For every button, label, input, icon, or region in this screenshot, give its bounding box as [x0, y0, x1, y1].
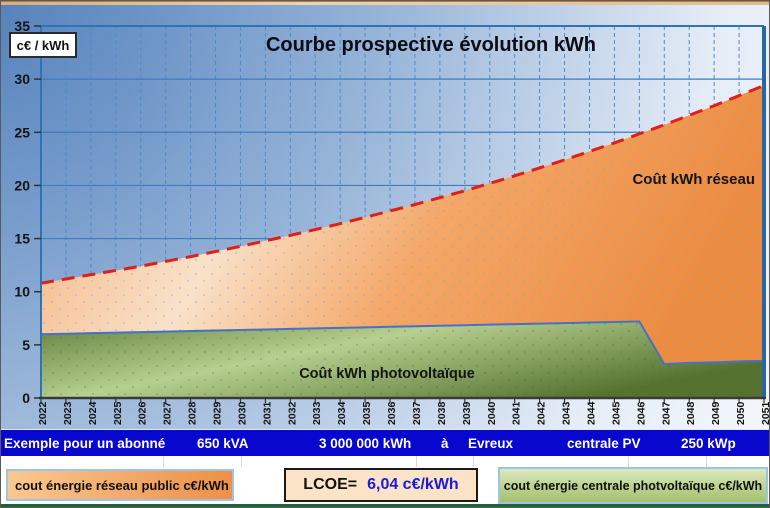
chart-title: Courbe prospective évolution kWh [265, 34, 597, 56]
bottom-divider [1, 504, 769, 507]
lcoe-box: LCOE= 6,04 c€/kWh [284, 468, 478, 502]
y-axis-unit-label: c€ / kWh [9, 32, 77, 58]
y-axis-label: 20 [14, 177, 30, 193]
x-axis-label: 2041 [511, 401, 523, 425]
x-axis-label: 2022 [37, 401, 49, 425]
y-axis-label: 35 [14, 18, 30, 34]
pv-series-label: Coût kWh photovoltaïque [299, 366, 475, 382]
banner-kva-value: 650 kVA [197, 436, 249, 451]
banner-pv-plant-label: centrale PV [567, 436, 641, 451]
y-axis-label: 15 [14, 231, 30, 247]
x-axis-label: 2035 [361, 401, 373, 425]
lcoe-label: LCOE= [303, 476, 358, 493]
banner-kwp-value: 250 kWp [681, 436, 736, 451]
y-axis-label: 25 [14, 124, 30, 140]
legend-pv: cout énergie centrale photvoltaïque c€/k… [498, 467, 768, 504]
x-axis-label: 2028 [187, 401, 199, 425]
x-axis-label: 2030 [236, 401, 248, 425]
y-axis-label: 10 [14, 284, 30, 300]
x-axis-label: 2037 [411, 401, 423, 425]
x-axis-label: 2050 [735, 401, 747, 425]
banner-kwh-value: 3 000 000 kWh [319, 436, 412, 451]
y-axis-label: 5 [22, 337, 30, 353]
x-axis-label: 2027 [162, 401, 174, 425]
reseau-area-texture [41, 85, 764, 399]
spreadsheet-gap-row [1, 456, 769, 467]
x-axis-label: 2042 [536, 401, 548, 425]
info-banner: Exemple pour un abonné 650 kVA 3 000 000… [1, 429, 769, 456]
x-axis-label: 2025 [112, 401, 124, 425]
legend-row: cout énergie réseau public c€/kWh LCOE= … [1, 467, 769, 504]
chart-area: 0 5 10 15 20 25 30 35 2022 2023 2024 2025 2026 2027 20… [1, 5, 770, 429]
y-axis-label: 0 [22, 390, 30, 406]
banner-city-value: Evreux [468, 436, 514, 451]
x-axis-label: 2024 [87, 401, 99, 425]
x-axis-label: 2034 [336, 401, 348, 425]
x-axis-label: 2040 [486, 401, 498, 425]
x-axis-label: 2026 [137, 401, 149, 425]
x-axis-label: 2046 [635, 401, 647, 425]
x-axis-label: 2048 [685, 401, 697, 425]
x-axis-label: 2044 [585, 401, 597, 425]
reseau-series-label: Coût kWh réseau [632, 171, 755, 188]
x-axis-label: 2032 [286, 401, 298, 425]
y-axis-label: 30 [14, 71, 30, 87]
x-axis-label: 2033 [311, 401, 323, 425]
reseau-dashed-line [40, 83, 766, 361]
top-edge-strip [1, 1, 769, 5]
pv-area-texture [41, 321, 764, 398]
x-axis-label: 2049 [710, 401, 722, 425]
legend-reseau: cout énergie réseau public c€/kWh [6, 469, 234, 501]
pv-line [40, 320, 765, 366]
x-axis-label: 2039 [461, 401, 473, 425]
x-axis-label: 2047 [660, 401, 672, 425]
banner-subscriber-label: Exemple pour un abonné [4, 436, 166, 451]
x-axis-label: 2031 [261, 401, 273, 425]
x-axis-label: 2023 [62, 401, 74, 425]
x-axis-label: 2036 [386, 401, 398, 425]
x-axis-label: 2051 [760, 401, 770, 425]
lcoe-value: 6,04 c€/kWh [367, 476, 459, 493]
banner-a-word: à [441, 436, 449, 451]
x-axis-label: 2038 [436, 401, 448, 425]
x-axis-label: 2043 [561, 401, 573, 425]
x-axis-label: 2029 [212, 401, 224, 425]
x-axis-label: 2045 [610, 401, 622, 425]
